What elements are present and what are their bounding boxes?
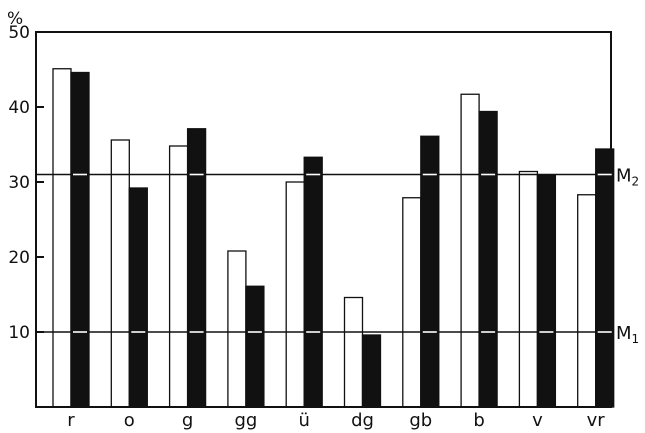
plot-frame (35, 31, 612, 408)
bar-ü-series-2 (303, 156, 323, 408)
y-tick-label: 30 (8, 173, 30, 193)
x-tick-label-v: v (532, 410, 543, 431)
bar-g-series-2 (186, 128, 207, 408)
bar-b-series-1 (460, 93, 480, 408)
bar-gb-series-1 (402, 197, 422, 408)
x-tick-label-dg: dg (351, 410, 374, 431)
x-tick-label-b: b (473, 410, 484, 431)
bar-ü-series-1 (285, 181, 305, 408)
bar-gb-series-2 (420, 135, 440, 408)
y-ticks: 10 20 30 40 50 (8, 23, 44, 343)
bar-dg-series-2 (361, 334, 382, 408)
bar-b-series-2 (478, 110, 498, 408)
x-tick-label-ü: ü (298, 410, 309, 431)
y-tick-label: 10 (8, 323, 30, 343)
x-tick-label-vr: vr (587, 410, 606, 431)
bars (52, 68, 615, 408)
y-tick-label: 40 (8, 98, 30, 118)
bar-o-series-1 (110, 139, 130, 408)
bar-gg-series-2 (245, 285, 265, 408)
y-unit-label: % (7, 9, 23, 29)
x-tick-labels: r o g gg ü dg gb b v vr (67, 410, 605, 431)
bar-dg-series-1 (343, 296, 364, 408)
reference-lines: M2 M1 (616, 166, 639, 347)
bar-v-series-1 (518, 170, 539, 408)
reference-line-label: M1 (616, 323, 639, 346)
bar-gg-series-1 (227, 250, 247, 408)
x-tick-label-r: r (67, 410, 75, 431)
bar-v-series-2 (536, 174, 557, 408)
reference-line-label: M2 (616, 166, 639, 189)
x-tick-label-gg: gg (234, 410, 257, 431)
x-tick-label-gb: gb (409, 410, 432, 431)
x-tick-label-g: g (182, 410, 193, 431)
bar-r-series-1 (52, 68, 72, 408)
x-tick-label-o: o (124, 410, 135, 431)
bar-o-series-2 (128, 187, 148, 408)
bar-r-series-2 (70, 71, 90, 408)
y-tick-label: 50 (8, 23, 30, 43)
bar-vr-series-1 (577, 194, 597, 408)
y-tick-label: 20 (8, 248, 30, 268)
bar-g-series-1 (168, 145, 189, 408)
